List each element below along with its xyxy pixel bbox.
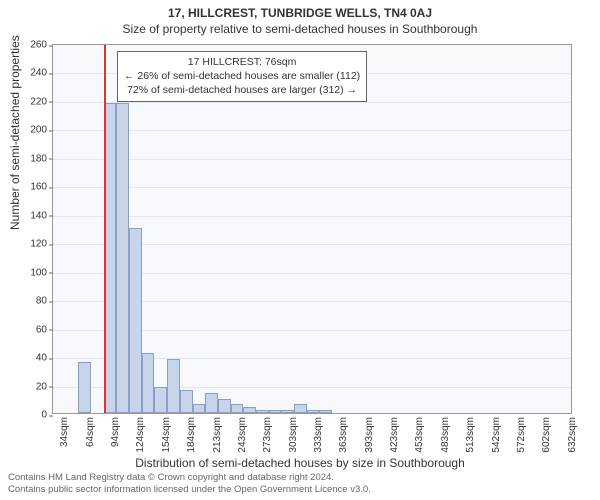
y-tick-label: 220 bbox=[30, 96, 53, 107]
x-tick-label: 453sqm bbox=[414, 413, 425, 453]
annotation-line-3: 72% of semi-detached houses are larger (… bbox=[124, 83, 360, 97]
plot-region: 02040608010012014016018020022024026034sq… bbox=[52, 44, 572, 414]
x-tick-label: 632sqm bbox=[567, 413, 578, 453]
gridline bbox=[53, 130, 571, 131]
x-tick-label: 572sqm bbox=[516, 413, 527, 453]
y-tick-label: 60 bbox=[36, 324, 53, 335]
annotation-line-1: 17 HILLCREST: 76sqm bbox=[124, 55, 360, 69]
y-axis-label: Number of semi-detached properties bbox=[8, 35, 22, 230]
x-tick-label: 393sqm bbox=[364, 413, 375, 453]
y-tick-label: 200 bbox=[30, 125, 53, 136]
y-tick-label: 100 bbox=[30, 267, 53, 278]
x-tick-label: 213sqm bbox=[212, 413, 223, 453]
y-tick-label: 240 bbox=[30, 68, 53, 79]
x-tick-label: 542sqm bbox=[491, 413, 502, 453]
x-tick-label: 303sqm bbox=[288, 413, 299, 453]
histogram-bar bbox=[167, 359, 180, 413]
annotation-box: 17 HILLCREST: 76sqm← 26% of semi-detache… bbox=[117, 51, 367, 102]
chart-area: 02040608010012014016018020022024026034sq… bbox=[52, 44, 572, 414]
x-tick-label: 423sqm bbox=[389, 413, 400, 453]
x-tick-label: 184sqm bbox=[186, 413, 197, 453]
x-tick-label: 243sqm bbox=[237, 413, 248, 453]
x-tick-label: 513sqm bbox=[465, 413, 476, 453]
gridline bbox=[53, 159, 571, 160]
footer-line-2: Contains public sector information licen… bbox=[8, 484, 371, 496]
y-tick-label: 140 bbox=[30, 210, 53, 221]
histogram-bar bbox=[231, 404, 244, 413]
histogram-bar bbox=[154, 387, 167, 413]
y-tick-label: 40 bbox=[36, 353, 53, 364]
x-tick-label: 64sqm bbox=[85, 413, 96, 447]
x-tick-label: 154sqm bbox=[161, 413, 172, 453]
y-tick-label: 180 bbox=[30, 153, 53, 164]
histogram-bar bbox=[142, 353, 155, 413]
page-title: 17, HILLCREST, TUNBRIDGE WELLS, TN4 0AJ bbox=[0, 0, 600, 20]
x-tick-label: 363sqm bbox=[338, 413, 349, 453]
histogram-bar bbox=[205, 393, 218, 413]
y-tick-label: 20 bbox=[36, 381, 53, 392]
histogram-bar bbox=[218, 399, 231, 413]
x-tick-label: 124sqm bbox=[135, 413, 146, 453]
x-tick-label: 94sqm bbox=[110, 413, 121, 447]
y-tick-label: 160 bbox=[30, 182, 53, 193]
page-subtitle: Size of property relative to semi-detach… bbox=[0, 20, 600, 38]
y-tick-label: 120 bbox=[30, 239, 53, 250]
histogram-bar bbox=[78, 362, 91, 413]
footer-line-1: Contains HM Land Registry data © Crown c… bbox=[8, 472, 371, 484]
gridline bbox=[53, 102, 571, 103]
histogram-bar bbox=[294, 404, 307, 413]
footer-attribution: Contains HM Land Registry data © Crown c… bbox=[8, 472, 371, 496]
x-tick-label: 602sqm bbox=[541, 413, 552, 453]
x-axis-label: Distribution of semi-detached houses by … bbox=[0, 456, 600, 470]
highlight-line bbox=[104, 45, 106, 413]
histogram-bar bbox=[129, 228, 142, 413]
histogram-bar bbox=[180, 390, 193, 413]
histogram-bar bbox=[193, 404, 206, 413]
x-tick-label: 333sqm bbox=[313, 413, 324, 453]
histogram-bar bbox=[116, 103, 129, 413]
gridline bbox=[53, 187, 571, 188]
y-tick-label: 0 bbox=[41, 410, 53, 421]
gridline bbox=[53, 216, 571, 217]
x-tick-label: 483sqm bbox=[440, 413, 451, 453]
y-tick-label: 80 bbox=[36, 296, 53, 307]
annotation-line-2: ← 26% of semi-detached houses are smalle… bbox=[124, 69, 360, 83]
y-tick-label: 260 bbox=[30, 40, 53, 51]
x-tick-label: 34sqm bbox=[59, 413, 70, 447]
x-tick-label: 273sqm bbox=[262, 413, 273, 453]
